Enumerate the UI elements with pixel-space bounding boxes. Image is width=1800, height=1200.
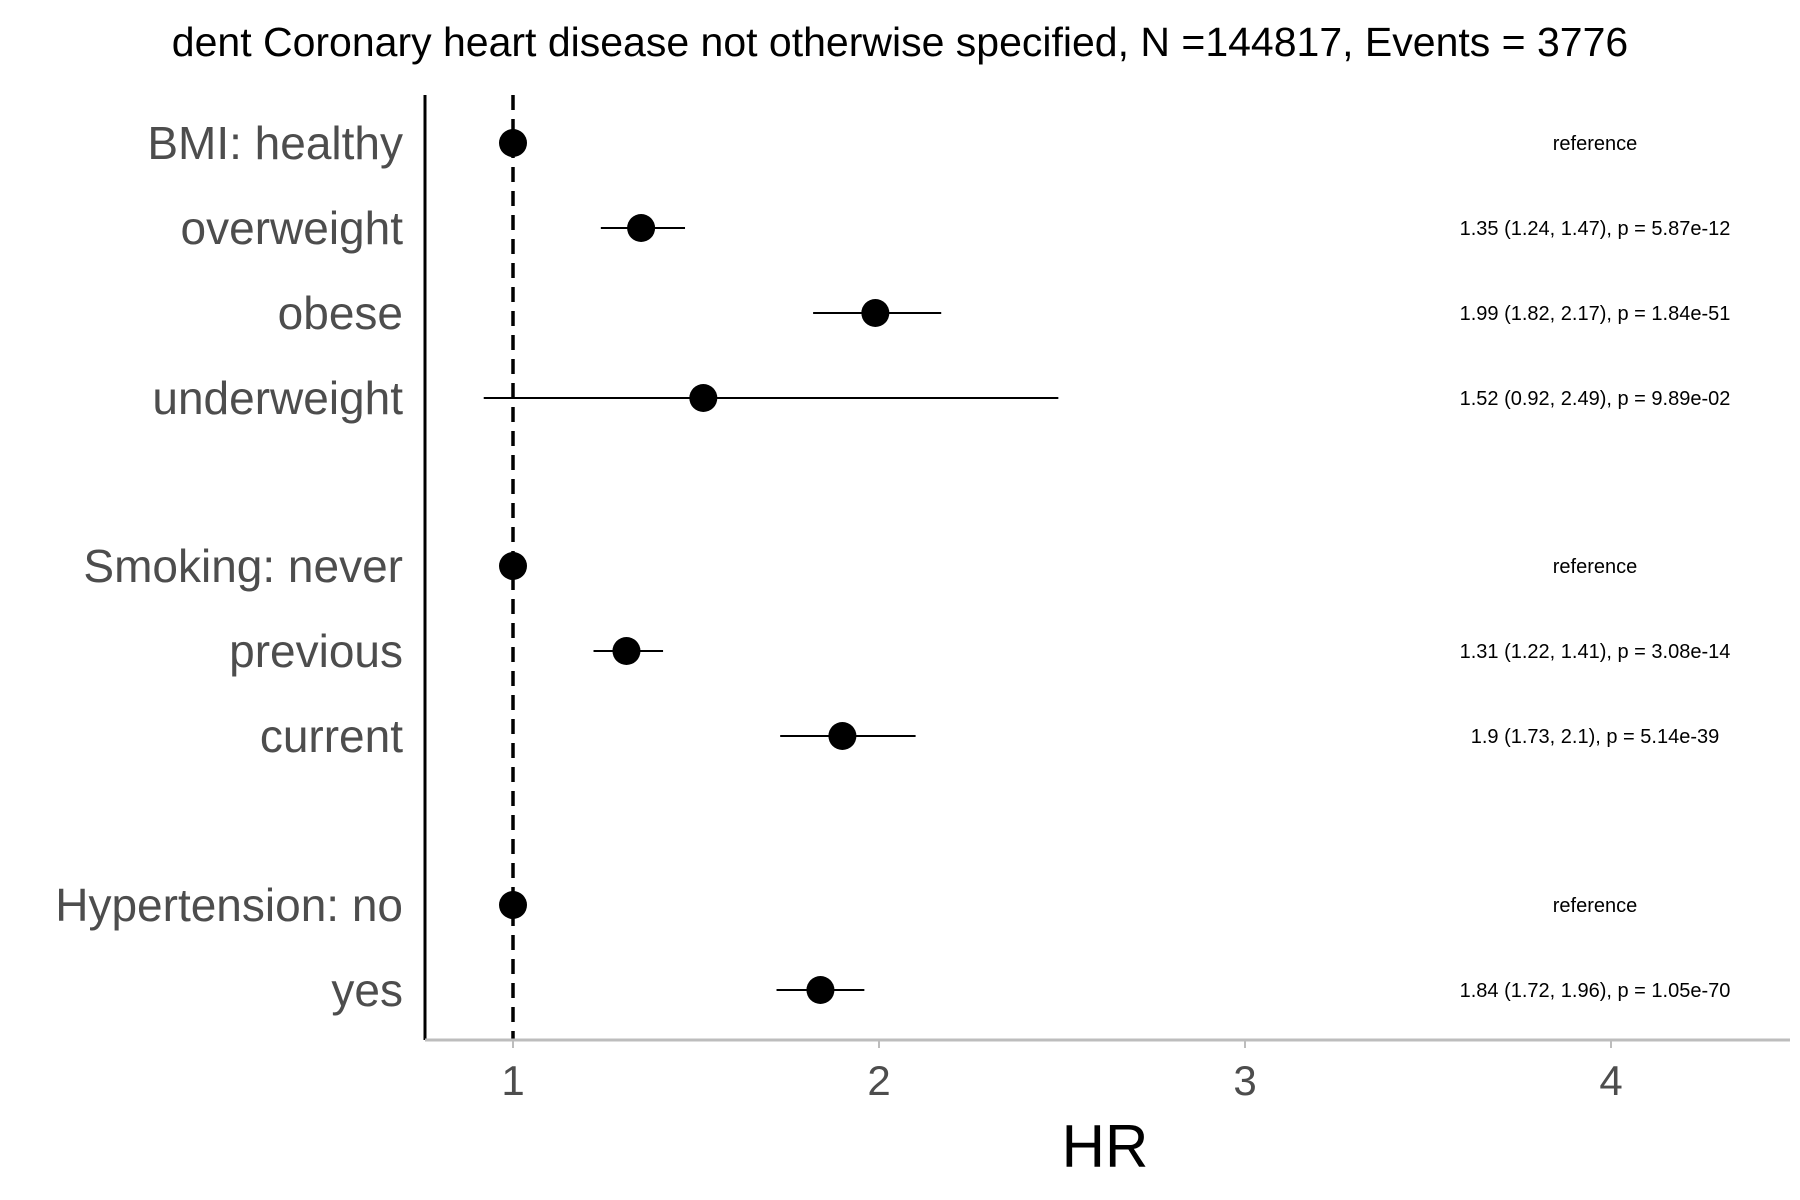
axis-layer: 1 2 3 4 [423,95,1790,1104]
hr-point [689,384,718,412]
hr-annotation: 1.84 (1.72, 1.96), p = 1.05e-70 [1460,980,1731,1002]
row-label: current [260,710,403,762]
row-label: previous [229,625,403,677]
forest-row: BMI: healthy reference [147,117,1637,169]
row-label: Smoking: never [83,540,403,592]
hr-point [612,637,641,665]
forest-row: current 1.9 (1.73, 2.1), p = 5.14e-39 [260,710,1719,762]
hr-annotation: reference [1553,556,1638,578]
rows-layer: BMI: healthy reference overweight 1.35 (1.2… [55,95,1730,1040]
forest-row: overweight 1.35 (1.24, 1.47), p = 5.87e-1… [181,202,1731,254]
row-label: Hypertension: no [55,879,403,931]
x-tick-label: 1 [501,1057,524,1104]
hr-point [861,299,890,327]
forest-row: underweight 1.52 (0.92, 2.49), p = 9.89e-… [152,372,1730,424]
hr-annotation: reference [1553,133,1638,155]
hr-point [499,552,527,580]
forest-row: Smoking: never reference [83,540,1637,592]
hr-annotation: 1.35 (1.24, 1.47), p = 5.87e-12 [1460,218,1731,240]
forest-row: previous 1.31 (1.22, 1.41), p = 3.08e-14 [229,625,1730,677]
chart-title: dent Coronary heart disease not otherwis… [172,19,1628,65]
forest-row: obese 1.99 (1.82, 2.17), p = 1.84e-51 [278,287,1731,339]
row-label: obese [278,287,403,339]
hr-point [806,976,835,1004]
x-tick-label: 4 [1599,1057,1622,1104]
x-tick-label: 2 [867,1057,890,1104]
row-label: overweight [181,202,404,254]
row-label: BMI: healthy [147,117,403,169]
row-label: yes [331,964,403,1016]
x-axis-title: HR [1062,1113,1149,1180]
hr-annotation: 1.9 (1.73, 2.1), p = 5.14e-39 [1471,726,1720,748]
hr-point [499,129,527,157]
x-tick-label: 3 [1233,1057,1256,1104]
hr-point [499,891,527,919]
hr-annotation: 1.31 (1.22, 1.41), p = 3.08e-14 [1460,641,1731,663]
hr-annotation: 1.99 (1.82, 2.17), p = 1.84e-51 [1460,303,1731,325]
hr-annotation: 1.52 (0.92, 2.49), p = 9.89e-02 [1460,388,1731,410]
forest-row: Hypertension: no reference [55,879,1637,931]
hr-annotation: reference [1553,895,1638,917]
hr-point [828,722,857,750]
hr-point [627,214,656,242]
row-label: underweight [152,372,403,424]
forest-row: yes 1.84 (1.72, 1.96), p = 1.05e-70 [331,964,1730,1016]
